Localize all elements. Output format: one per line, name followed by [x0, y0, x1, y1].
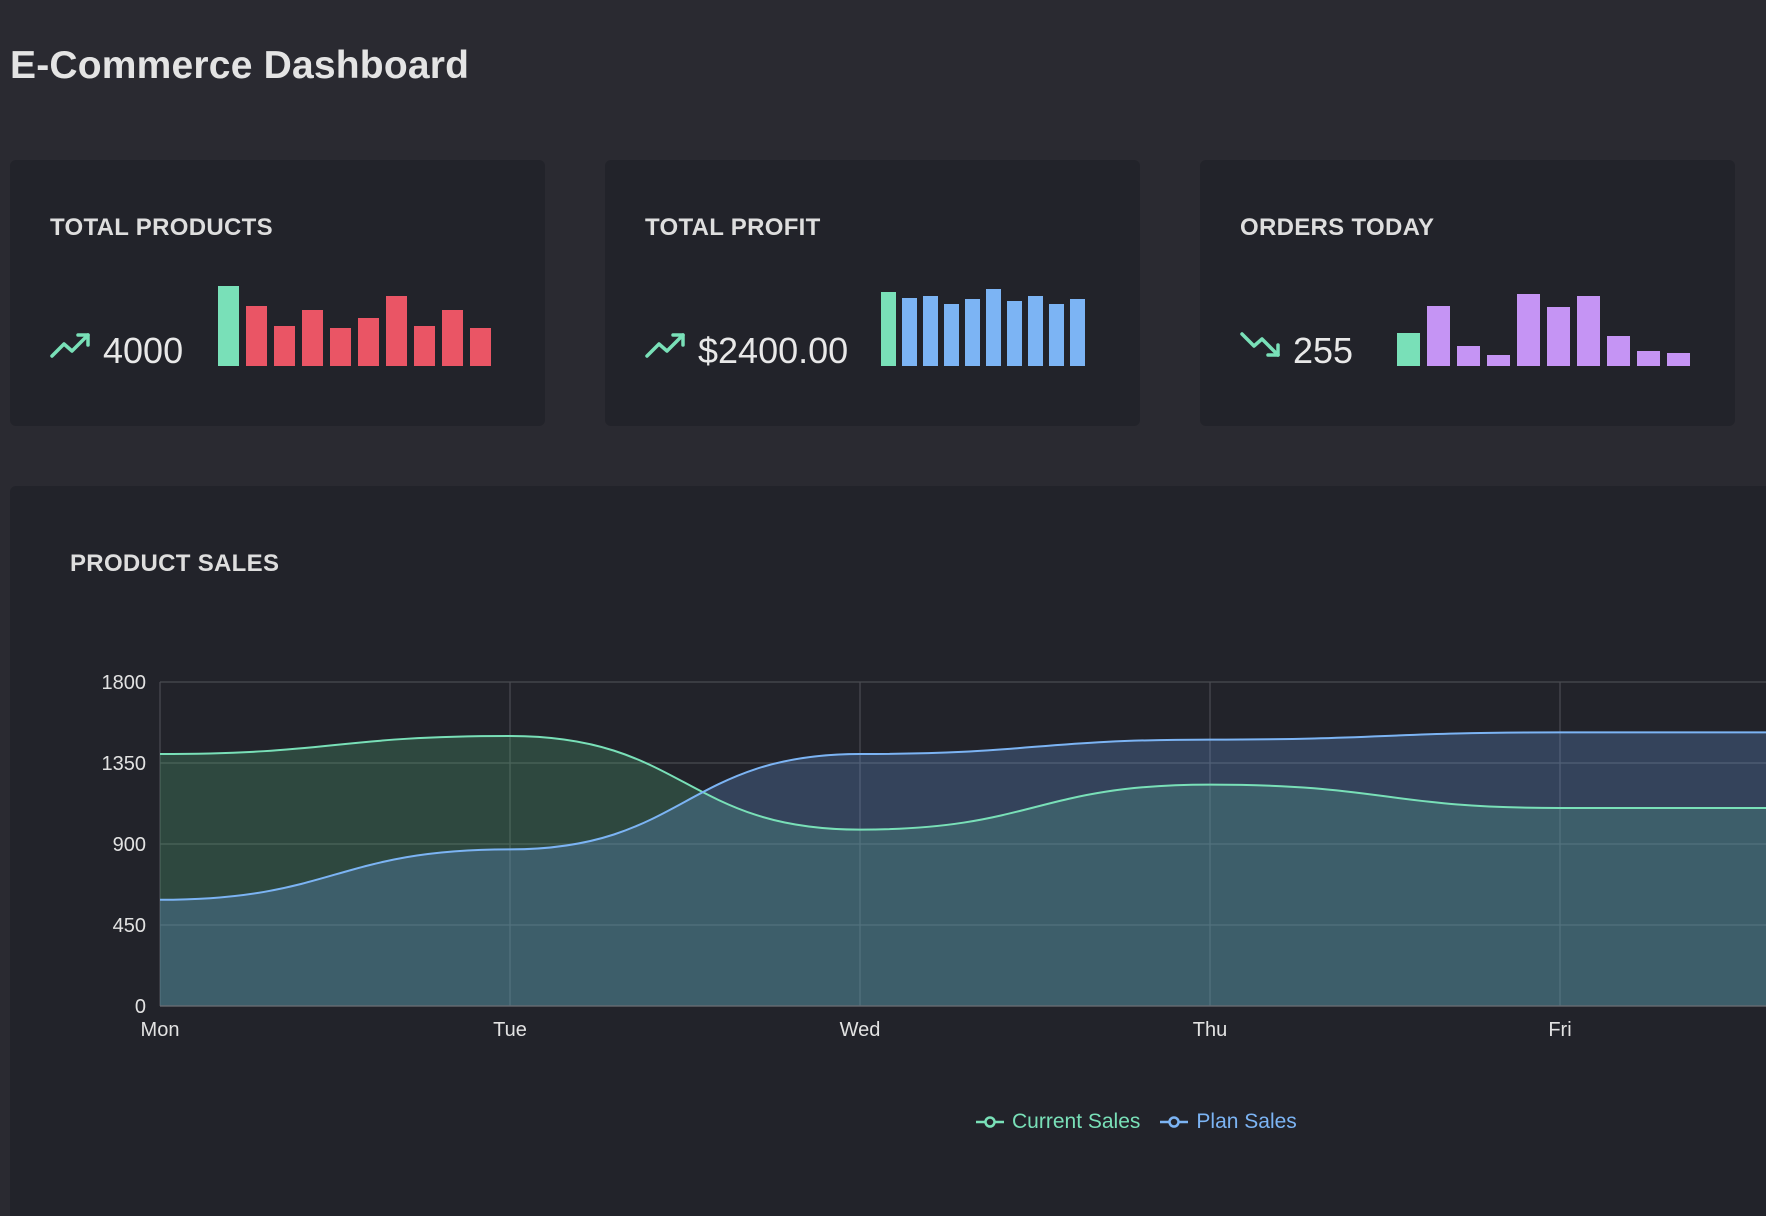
- card-title: TOTAL PRODUCTS: [50, 214, 273, 241]
- legend-marker-icon: [976, 1116, 1004, 1128]
- y-tick-label: 1350: [102, 753, 147, 775]
- spark-bar: [1517, 294, 1540, 366]
- spark-bar: [330, 328, 351, 366]
- spark-bar: [302, 310, 323, 366]
- spark-bar: [358, 318, 379, 366]
- spark-bar: [1007, 301, 1022, 366]
- spark-bar: [1637, 351, 1660, 366]
- spark-bar: [1457, 346, 1480, 366]
- panel-title: PRODUCT SALES: [70, 550, 280, 577]
- sparkline-chart: [218, 286, 491, 366]
- spark-bar: [965, 299, 980, 366]
- series-line-current-sales: [159, 734, 1766, 831]
- x-tick-label: Fri: [1548, 1019, 1571, 1041]
- series-area-current-sales: [160, 736, 1766, 1006]
- trending-up-icon: [645, 333, 685, 358]
- x-tick-label: Thu: [1193, 1019, 1227, 1041]
- card-value: 4000: [103, 330, 184, 371]
- spark-bar: [246, 306, 267, 366]
- x-tick-label: Mon: [141, 1019, 180, 1041]
- sparkline-chart: [881, 289, 1085, 366]
- spark-bar: [442, 310, 463, 366]
- spark-bar: [1547, 307, 1570, 366]
- spark-bar: [923, 296, 938, 366]
- y-tick-label: 900: [113, 834, 146, 856]
- series-area-plan-sales: [160, 732, 1766, 1006]
- legend-label: Plan Sales: [1196, 1110, 1297, 1133]
- trending-up-icon: [50, 333, 90, 358]
- chart-legend: Current Sales Plan Sales: [976, 1110, 1317, 1134]
- x-tick-label: Wed: [840, 1019, 881, 1041]
- spark-bar: [1049, 304, 1064, 366]
- card-value: 255: [1293, 330, 1354, 371]
- spark-bar: [1070, 299, 1085, 366]
- spark-bar: [1667, 353, 1690, 366]
- card-total-products: TOTAL PRODUCTS 4000: [10, 160, 545, 426]
- sparkline-chart: [1397, 294, 1690, 366]
- spark-bar: [1397, 333, 1420, 366]
- product-sales-panel: PRODUCT SALES 0 450 900 1350 1800 Mon Tue Wed Th…: [10, 486, 1766, 1216]
- legend-label: Current Sales: [1012, 1110, 1141, 1133]
- spark-bar: [986, 289, 1001, 366]
- x-tick-label: Tue: [493, 1019, 527, 1041]
- card-value: $2400.00: [698, 330, 849, 371]
- spark-bar: [414, 326, 435, 366]
- spark-bar: [1028, 296, 1043, 366]
- series-line-plan-sales: [159, 731, 1766, 901]
- trending-down-icon: [1240, 332, 1280, 357]
- card-total-profit: TOTAL PROFIT $2400.00: [605, 160, 1140, 426]
- page-title: E-Commerce Dashboard: [10, 44, 470, 87]
- card-title: TOTAL PROFIT: [645, 214, 821, 241]
- card-title: ORDERS TODAY: [1240, 214, 1435, 241]
- legend-item-plan-sales[interactable]: Plan Sales: [1160, 1110, 1297, 1134]
- spark-bar: [218, 286, 239, 366]
- stat-cards: TOTAL PRODUCTS 4000 TOTAL PROFIT $2400.0…: [10, 160, 1766, 426]
- spark-bar: [881, 292, 896, 366]
- spark-bar: [470, 328, 491, 366]
- spark-bar: [386, 296, 407, 366]
- y-tick-label: 450: [113, 915, 146, 937]
- spark-bar: [944, 304, 959, 366]
- spark-bar: [1607, 336, 1630, 366]
- spark-bar: [274, 326, 295, 366]
- spark-bar: [1427, 306, 1450, 366]
- legend-marker-icon: [1160, 1116, 1189, 1128]
- y-tick-label: 0: [135, 996, 146, 1018]
- legend-item-current-sales[interactable]: Current Sales: [976, 1110, 1140, 1134]
- spark-bar: [1577, 296, 1600, 366]
- y-tick-label: 1800: [102, 672, 147, 694]
- spark-bar: [902, 298, 917, 366]
- product-sales-chart: 0 450 900 1350 1800 Mon Tue Wed Thu Fri: [102, 672, 1766, 1041]
- spark-bar: [1487, 355, 1510, 366]
- card-orders-today: ORDERS TODAY 255: [1200, 160, 1735, 426]
